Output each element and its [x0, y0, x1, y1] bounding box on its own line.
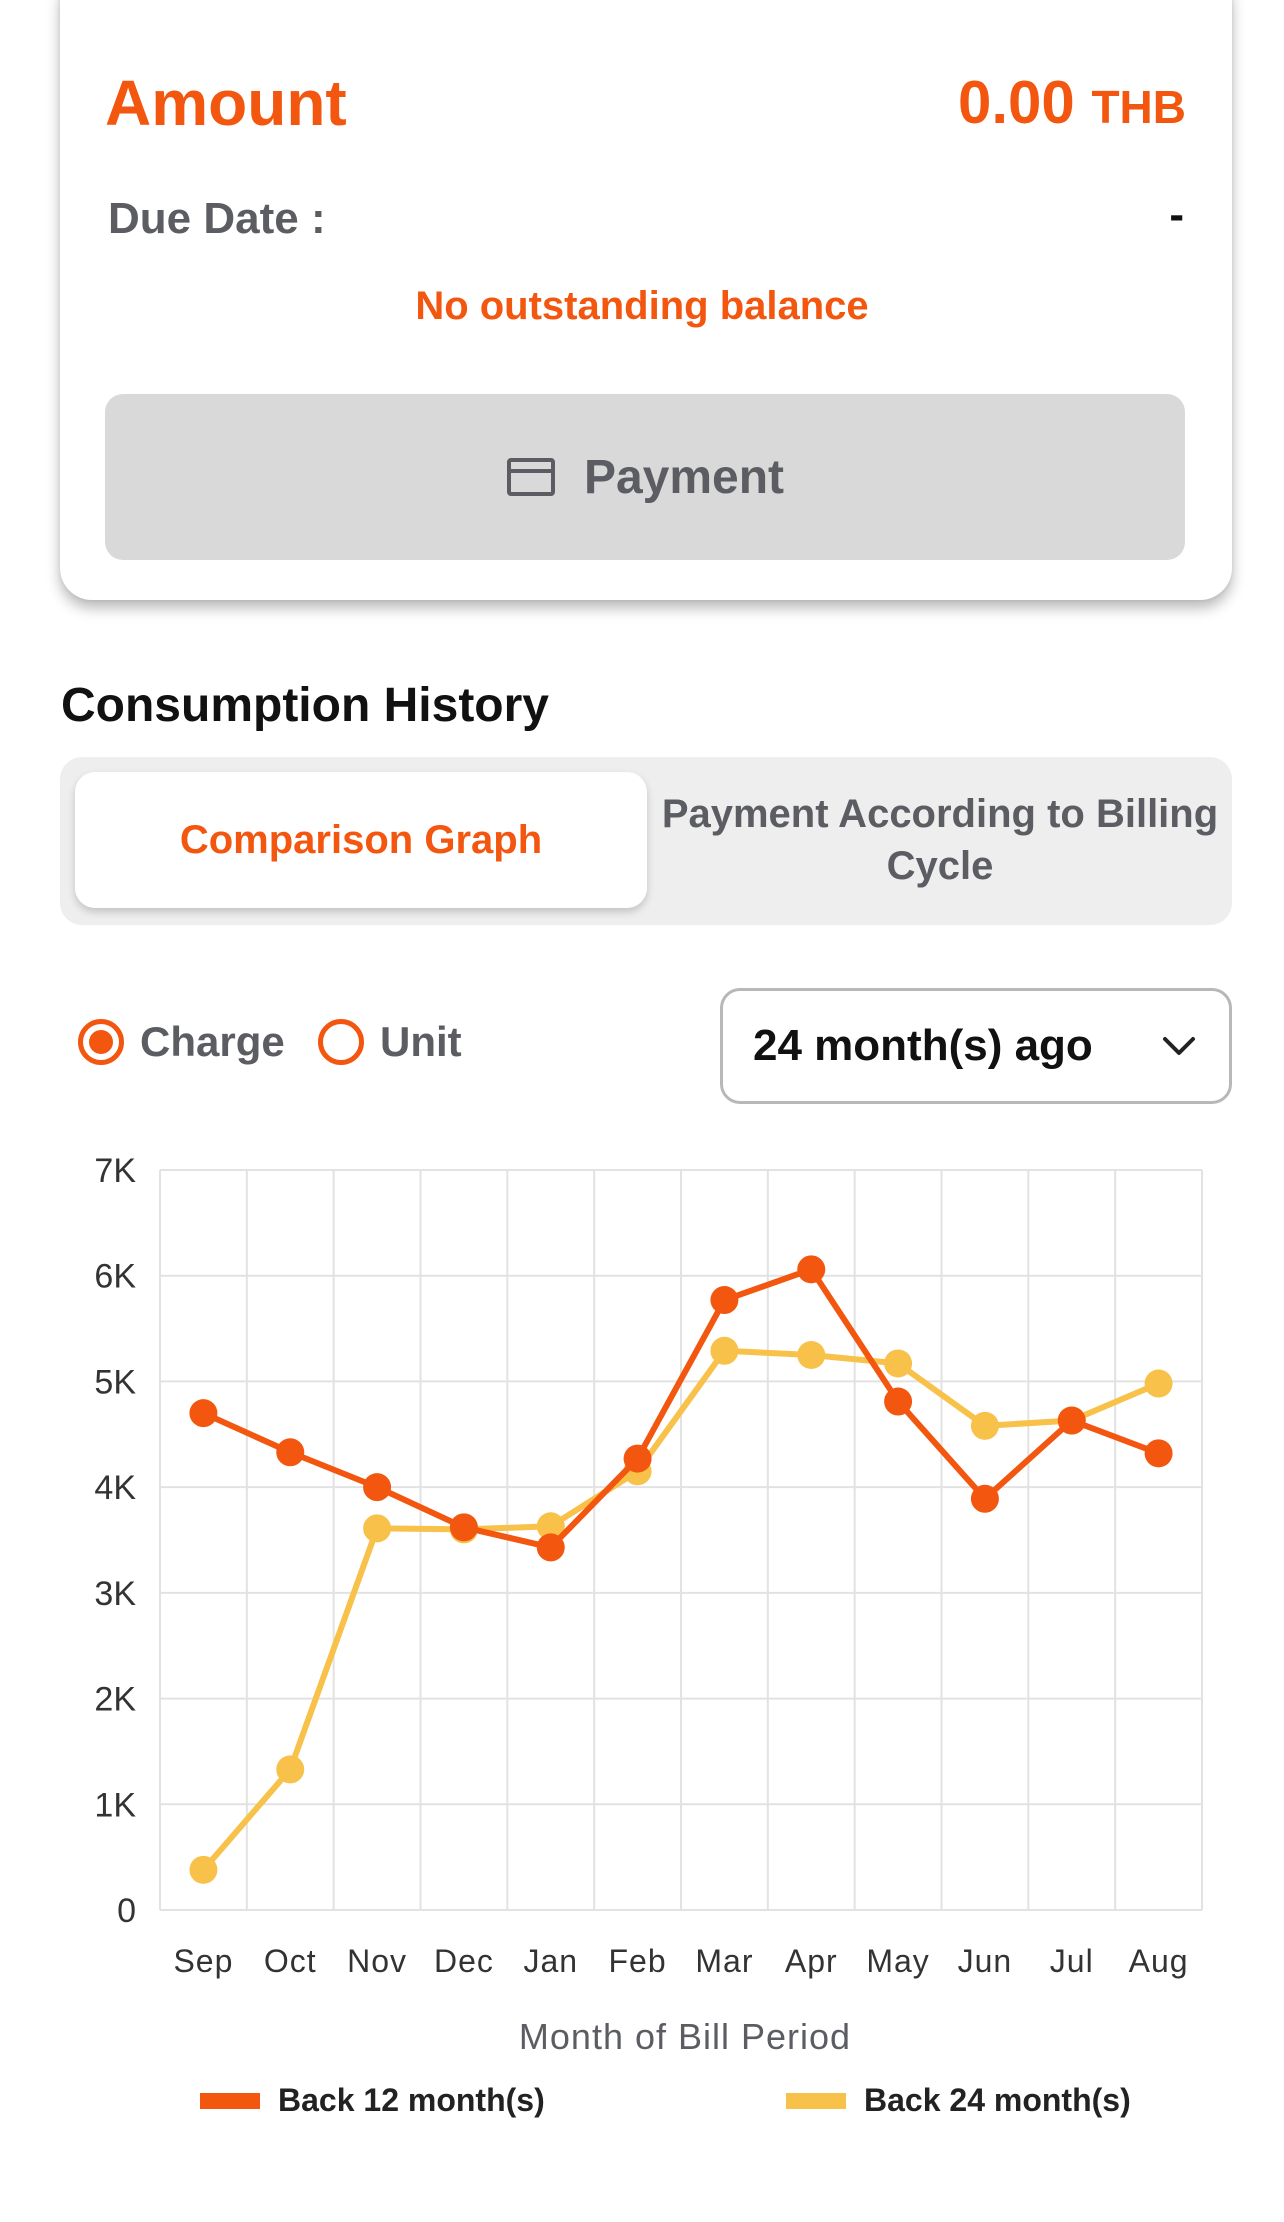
x-axis-title: Month of Bill Period: [518, 2016, 852, 2057]
radio-unit-label: Unit: [380, 1018, 462, 1065]
radio-charge-label: Charge: [140, 1018, 285, 1065]
legend-label-24: Back 24 month(s): [864, 2082, 1131, 2118]
data-point-12: [797, 1255, 826, 1284]
radio-unit-indicator: [318, 1019, 364, 1065]
x-tick-label: Sep: [173, 1943, 233, 1979]
data-point-12: [970, 1484, 999, 1513]
amount-label: Amount: [105, 67, 347, 139]
data-point-12: [884, 1387, 913, 1416]
y-tick-label: 6K: [94, 1258, 136, 1296]
legend-label-12: Back 12 month(s): [278, 2082, 545, 2118]
x-tick-label: Jun: [958, 1943, 1013, 1979]
currency-label: THB: [1091, 81, 1186, 133]
credit-card-icon: [506, 458, 555, 496]
y-tick-label: 7K: [94, 1152, 136, 1190]
due-date-label: Due Date :: [108, 194, 326, 243]
data-point-24: [797, 1341, 826, 1369]
legend-item-24: Back 24 month(s): [786, 2082, 1131, 2119]
y-tick-label: 2K: [94, 1681, 136, 1719]
y-tick-label: 0: [117, 1892, 136, 1930]
series-line-24: [201, 1347, 1160, 1872]
tab-billing-cycle[interactable]: Payment According to Billing Cycle: [661, 792, 1219, 888]
y-tick-label: 4K: [94, 1469, 136, 1507]
x-tick-label: Dec: [434, 1943, 494, 1979]
x-tick-label: Jan: [523, 1943, 578, 1979]
legend-swatch-12: [200, 2092, 260, 2109]
radio-charge-indicator: [78, 1019, 124, 1065]
comparison-line-chart: 0 1K 2K 3K 4K 5K 6K 7K Sep Oct Nov Dec Jan Feb Mar Apr M…: [94, 1152, 1203, 1979]
tab-comparison-graph[interactable]: Comparison Graph: [75, 772, 647, 908]
data-point-12: [1144, 1439, 1173, 1468]
y-tick-label: 3K: [94, 1575, 136, 1613]
chevron-down-icon: [1163, 1037, 1195, 1055]
x-tick-label: Feb: [609, 1943, 667, 1979]
y-tick-label: 1K: [94, 1786, 136, 1824]
data-point-24: [884, 1349, 913, 1378]
data-point-12: [189, 1399, 218, 1428]
data-point-24: [363, 1514, 392, 1543]
y-tick-label: 5K: [94, 1363, 136, 1401]
data-point-12: [710, 1286, 739, 1315]
data-point-24: [710, 1336, 739, 1365]
data-point-24: [276, 1755, 305, 1784]
x-tick-label: Jul: [1050, 1943, 1094, 1979]
due-date-value: -: [1169, 190, 1184, 239]
x-tick-label: May: [866, 1943, 929, 1979]
payment-button-label: Payment: [583, 450, 785, 504]
data-point-24: [970, 1411, 999, 1440]
section-title: Consumption History: [61, 679, 549, 732]
period-select-value: 24 month(s) ago: [753, 1021, 1093, 1070]
data-point-12: [536, 1533, 565, 1562]
radio-unit[interactable]: Unit: [318, 1018, 462, 1066]
data-point-24: [189, 1855, 218, 1884]
x-tick-label: Apr: [785, 1943, 838, 1979]
data-point-12: [1057, 1406, 1086, 1435]
series-line-12: [202, 1266, 1160, 1551]
payment-button[interactable]: Payment: [105, 394, 1185, 560]
amount-value: 0.00 THB: [958, 68, 1186, 137]
data-point-12: [276, 1438, 305, 1467]
x-tick-label: Nov: [347, 1943, 407, 1979]
x-tick-label: Mar: [695, 1943, 753, 1979]
amount-number: 0.00: [958, 69, 1075, 136]
data-point-12: [623, 1444, 652, 1473]
period-select[interactable]: 24 month(s) ago: [720, 988, 1232, 1104]
data-point-12: [449, 1513, 478, 1542]
legend-swatch-24: [786, 2092, 846, 2109]
balance-status: No outstanding balance: [415, 284, 869, 328]
radio-charge[interactable]: Charge: [78, 1018, 285, 1066]
history-tabs: Comparison Graph Payment According to Bi…: [60, 757, 1232, 925]
x-tick-label: Aug: [1129, 1943, 1189, 1979]
data-point-24: [1144, 1369, 1173, 1398]
legend-item-12: Back 12 month(s): [200, 2082, 545, 2119]
data-point-24: [536, 1512, 565, 1541]
x-tick-label: Oct: [264, 1943, 317, 1979]
data-point-12: [363, 1473, 392, 1502]
